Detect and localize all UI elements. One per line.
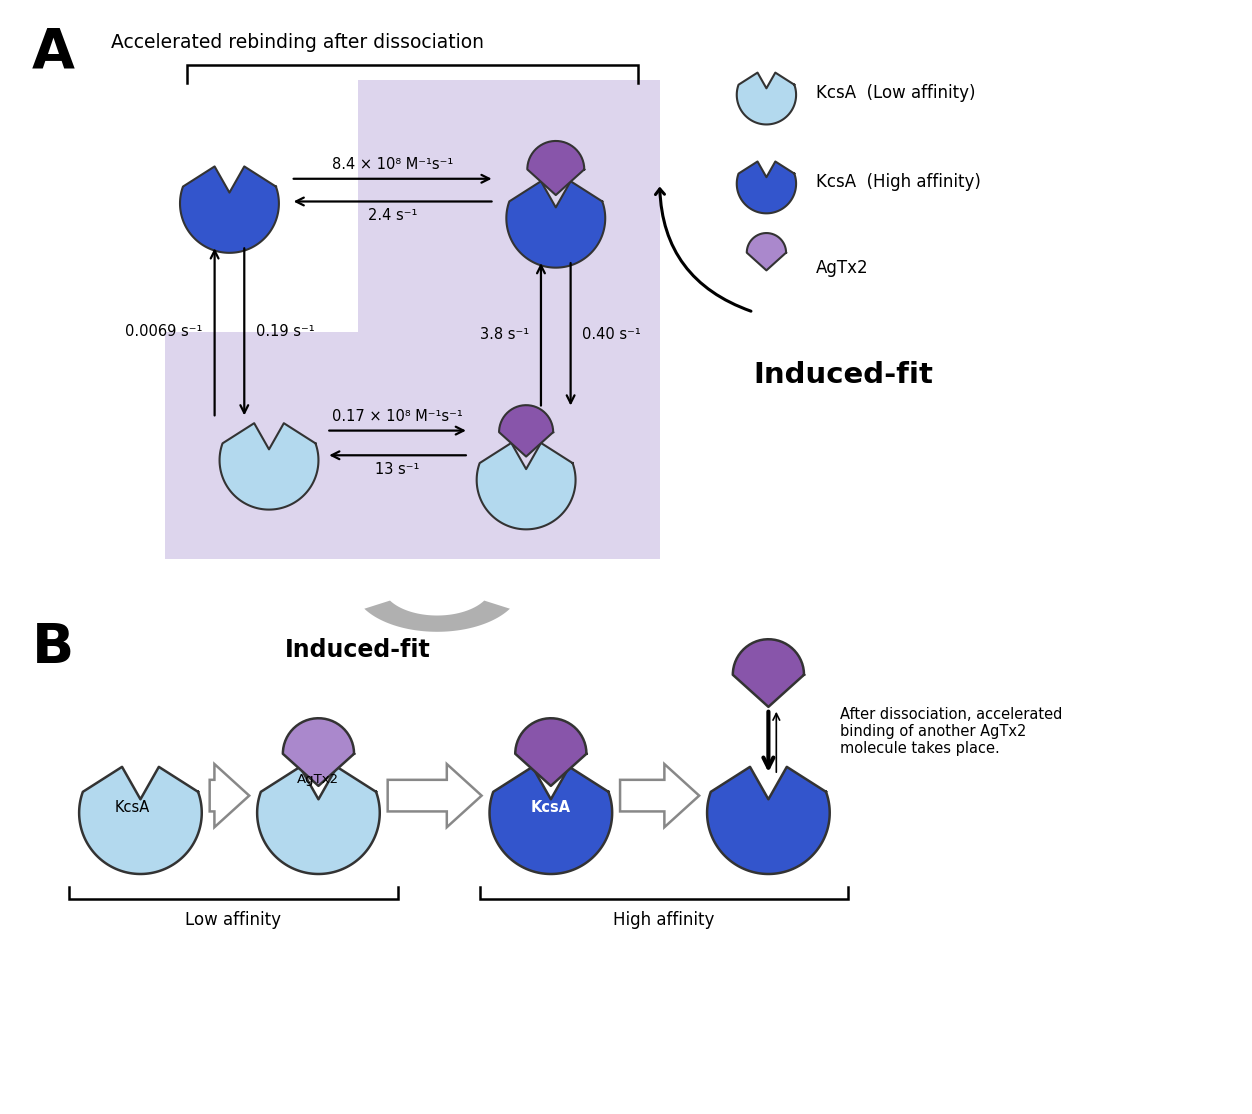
Text: AgTx2: AgTx2 [816,258,869,276]
Text: 0.40 s⁻¹: 0.40 s⁻¹ [582,326,641,342]
Polygon shape [746,233,786,271]
Text: Induced-fit: Induced-fit [285,638,431,662]
Text: Accelerated rebinding after dissociation: Accelerated rebinding after dissociation [110,32,483,51]
Text: 0.19 s⁻¹: 0.19 s⁻¹ [257,324,314,340]
FancyArrowPatch shape [656,189,751,311]
Polygon shape [283,719,354,785]
Text: AgTx2: AgTx2 [298,773,339,785]
Polygon shape [736,162,796,214]
Polygon shape [79,766,202,874]
Text: B: B [31,622,74,675]
Polygon shape [707,766,830,874]
Bar [358,80,660,332]
Bar [165,332,660,559]
Text: KcsA: KcsA [115,800,150,815]
Text: Induced-fit: Induced-fit [754,361,934,390]
Polygon shape [736,72,796,125]
Polygon shape [506,182,605,267]
Text: KcsA  (Low affinity): KcsA (Low affinity) [816,84,975,101]
Text: After dissociation, accelerated
binding of another AgTx2
molecule takes place.: After dissociation, accelerated binding … [840,706,1062,756]
Text: High affinity: High affinity [613,910,714,929]
Polygon shape [527,141,585,195]
Polygon shape [219,423,318,509]
Polygon shape [257,766,379,874]
Polygon shape [477,443,576,529]
Text: 0.17 × 10⁸ M⁻¹s⁻¹: 0.17 × 10⁸ M⁻¹s⁻¹ [332,409,463,423]
Polygon shape [516,719,586,785]
Text: A: A [31,26,75,80]
Text: 13 s⁻¹: 13 s⁻¹ [376,462,419,477]
Polygon shape [180,166,279,253]
Text: 8.4 × 10⁸ M⁻¹s⁻¹: 8.4 × 10⁸ M⁻¹s⁻¹ [332,157,453,172]
Polygon shape [732,639,804,707]
Polygon shape [364,600,510,632]
Text: KcsA  (High affinity): KcsA (High affinity) [816,173,980,190]
Text: 0.0069 s⁻¹: 0.0069 s⁻¹ [125,324,203,340]
Polygon shape [490,766,612,874]
Polygon shape [500,405,553,457]
Text: 3.8 s⁻¹: 3.8 s⁻¹ [480,326,530,342]
Text: Low affinity: Low affinity [185,910,282,929]
Text: KcsA: KcsA [531,800,571,815]
Text: 2.4 s⁻¹: 2.4 s⁻¹ [368,208,417,224]
